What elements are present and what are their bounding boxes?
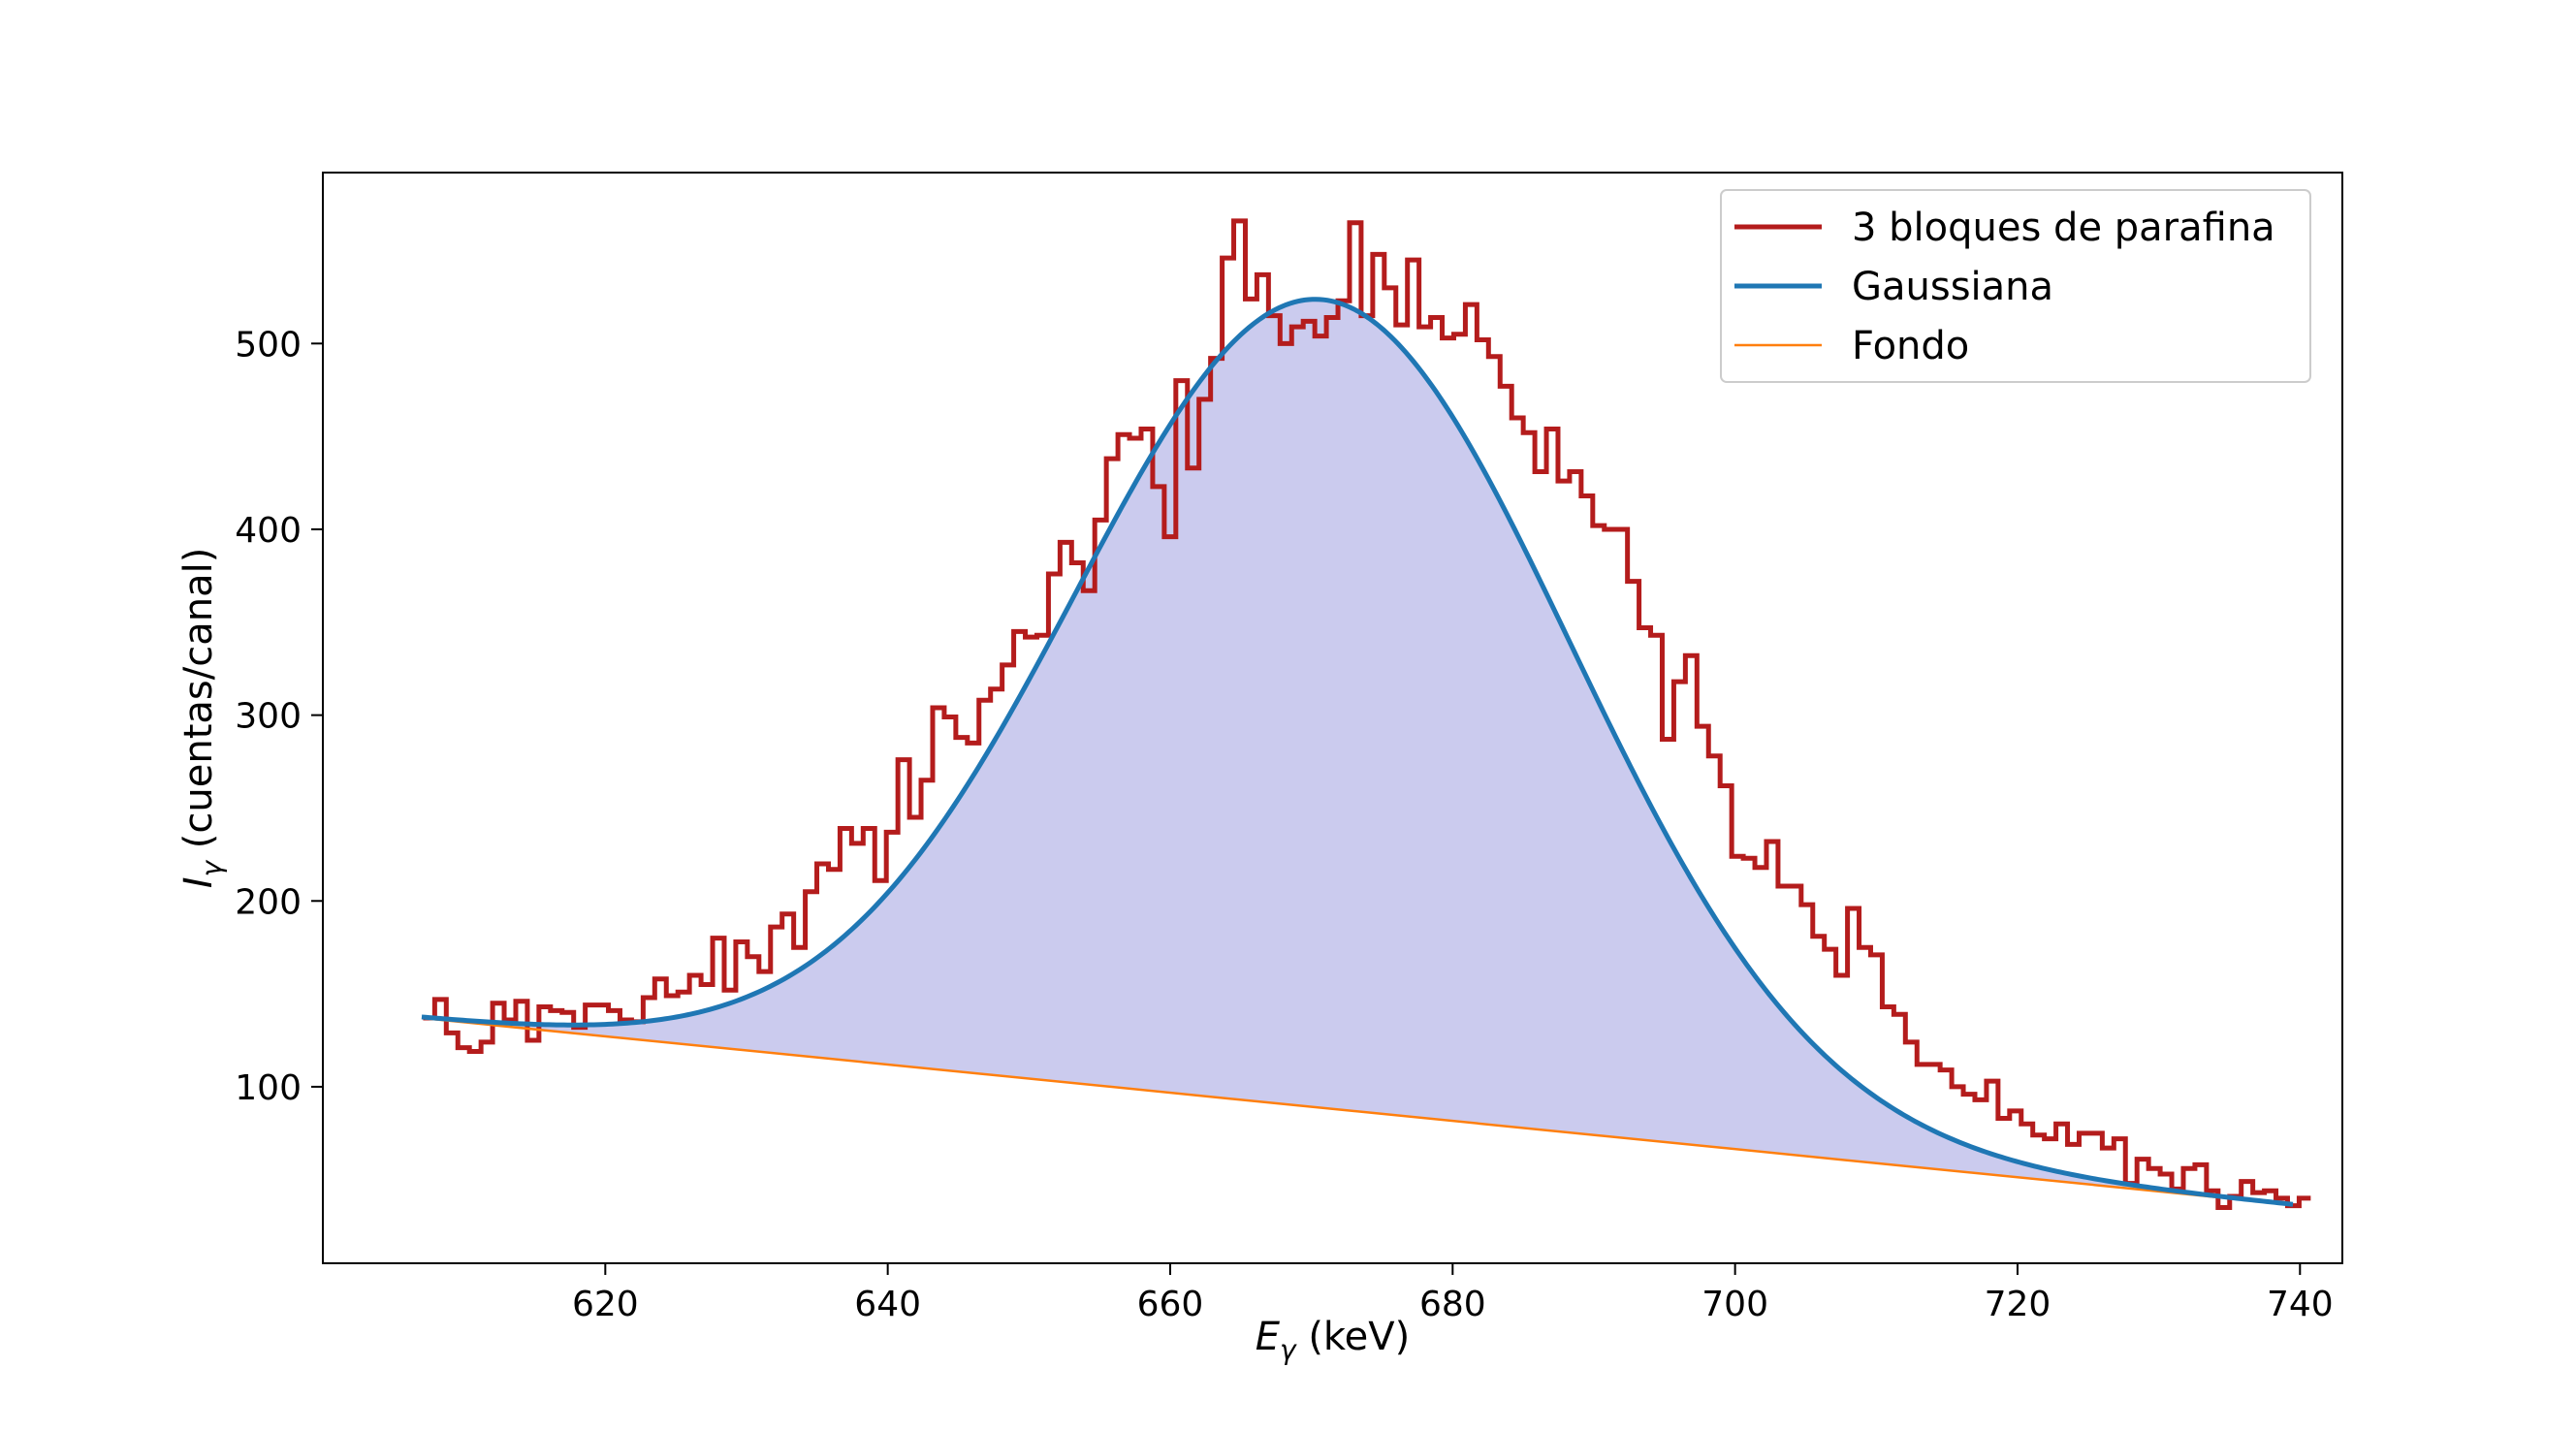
legend: 3 bloques de parafina Gaussiana Fondo [1720,189,2311,383]
y-tick-label: 500 [235,325,302,365]
axes-frame [322,172,2343,1264]
y-tick-label: 200 [235,882,302,922]
series-background [421,1016,2294,1206]
x-axis: 620 640 660 680 700 720 740 [572,1263,2334,1324]
fill-area [421,299,2294,1205]
y-tick-label: 300 [235,697,302,737]
x-tick-label: 720 [1985,1285,2051,1324]
legend-label-histogram: 3 bloques de parafina [1852,206,2275,250]
plot-area [421,218,2311,1210]
x-tick-label: 680 [1419,1285,1486,1324]
y-tick-label: 100 [235,1068,302,1108]
y-axis: 100 200 300 400 500 [235,325,323,1108]
x-tick-label: 640 [854,1285,921,1324]
x-tick-label: 700 [1701,1285,1768,1324]
y-tick-label: 400 [235,511,302,551]
x-tick-label: 740 [2267,1285,2334,1324]
x-tick-label: 620 [572,1285,639,1324]
legend-box [1720,189,2311,383]
series-gaussian [421,297,2294,1207]
legend-label-background: Fondo [1852,324,1969,368]
legend-label-gaussian: Gaussiana [1852,265,2053,309]
x-tick-label: 660 [1137,1285,1204,1324]
series-histogram [423,218,2311,1210]
y-axis-label: Iγ (cuentas/canal) [176,548,228,889]
x-axis-label: Eγ (keV) [1256,1315,1411,1366]
